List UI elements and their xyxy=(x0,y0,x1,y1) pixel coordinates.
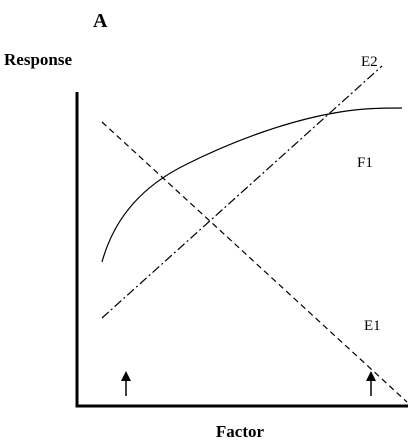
panel-label: A xyxy=(93,10,108,32)
curve-e1 xyxy=(101,121,408,403)
arrow xyxy=(121,371,131,396)
curve-label: F1 xyxy=(357,155,373,171)
curve-e2 xyxy=(101,65,383,319)
curve-label: E2 xyxy=(361,54,378,70)
arrow xyxy=(366,371,376,396)
x-axis-label: Factor xyxy=(216,422,265,440)
y-axis-label: Response xyxy=(4,50,72,69)
curve-f1 xyxy=(101,107,403,263)
curve-label: E1 xyxy=(364,318,381,334)
